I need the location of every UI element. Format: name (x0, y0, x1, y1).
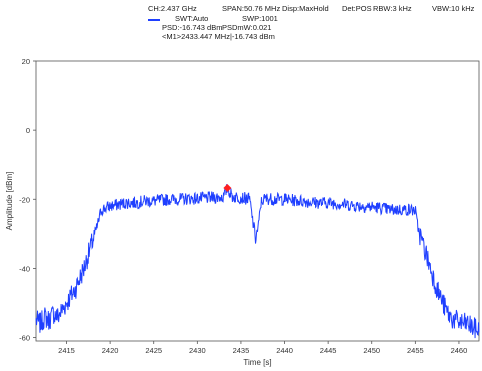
x-tick-label: 2455 (407, 346, 424, 355)
vbw-readout: VBW:10 kHz (432, 4, 475, 13)
y-axis-label: Amplitude [dBm] (5, 172, 14, 231)
detector-readout: Det:POS (342, 4, 372, 13)
y-tick-label: 20 (22, 57, 30, 66)
sweep-time-readout: SWT:Auto (175, 14, 209, 23)
y-tick-label: -60 (19, 334, 30, 343)
plot-frame (35, 60, 480, 342)
display-mode-readout: Disp:MaxHold (282, 4, 329, 13)
x-tick-label: 2450 (363, 346, 380, 355)
channel-readout: CH:2.437 GHz (148, 4, 197, 13)
x-tick-label: 2435 (233, 346, 250, 355)
y-tick-label: -20 (19, 195, 30, 204)
x-tick-label: 2460 (451, 346, 468, 355)
x-tick-label: 2445 (320, 346, 337, 355)
trace-line (35, 184, 480, 339)
y-tick-label: -40 (19, 264, 30, 273)
marker-layer (223, 184, 232, 193)
x-tick-label: 2425 (145, 346, 162, 355)
psd-readout: PSD:-16.743 dBm (162, 23, 223, 32)
x-tick-label: 2420 (102, 346, 119, 355)
x-tick-label: 2440 (276, 346, 293, 355)
x-tick-label: 2430 (189, 346, 206, 355)
x-axis-label: Time [s] (243, 358, 271, 367)
marker-readout: <M1>2433.447 MHz|-16.743 dBm (162, 32, 275, 41)
trace-color-swatch (148, 19, 160, 21)
marker-m1[interactable] (223, 184, 232, 193)
y-tick-label: 0 (26, 126, 30, 135)
sweep-points-readout: SWP:1001 (242, 14, 278, 23)
trace-legend: CH:2.437 GHz SPAN:50.76 MHz Disp:MaxHold… (0, 4, 482, 50)
trace-layer (35, 184, 480, 339)
chart-axes: 2415 2420 2425 2430 2435 2440 2445 2450 2455 2460… (19, 57, 480, 355)
rbw-readout: RBW:3 kHz (373, 4, 412, 13)
x-tick-label: 2415 (58, 346, 75, 355)
span-readout: SPAN:50.76 MHz (222, 4, 281, 13)
psd-mw-readout: PSDmW:0.021 (222, 23, 272, 32)
